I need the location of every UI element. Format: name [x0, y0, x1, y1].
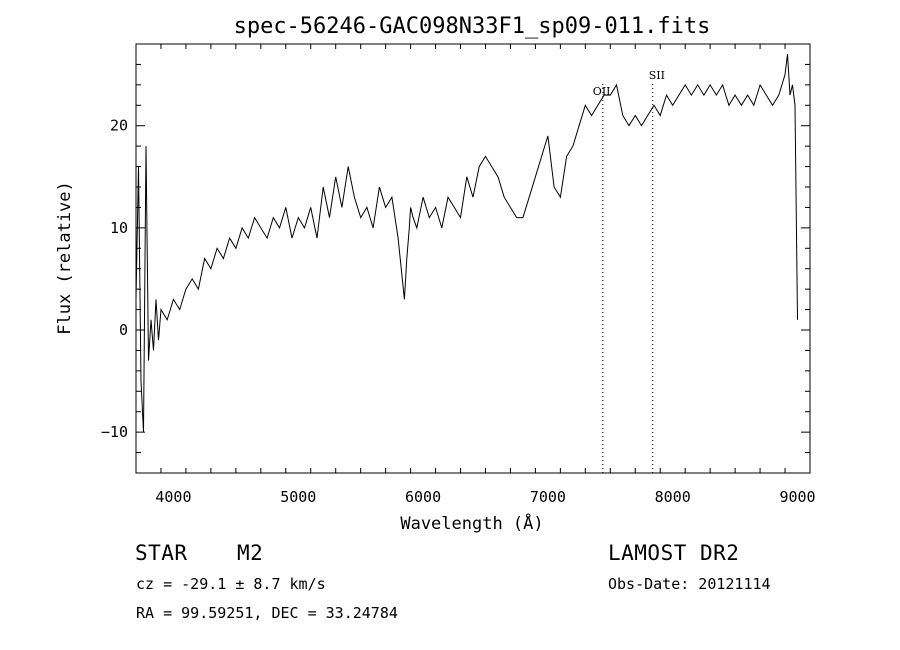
spectrum-line — [135, 54, 798, 433]
x-tick-label: 4000 — [155, 488, 191, 506]
survey-name: LAMOST DR2 — [608, 541, 740, 565]
line-markers: OII SII — [593, 69, 665, 473]
y-tick-label: 20 — [110, 117, 128, 135]
coordinates: RA = 99.59251, DEC = 33.24784 — [136, 604, 398, 622]
x-tick-label: 7000 — [530, 488, 566, 506]
y-tick-label: 0 — [119, 321, 128, 339]
y-tick-label: 10 — [110, 219, 128, 237]
axis-ticks: 4000 5000 6000 7000 8000 9000 −10 0 10 20 — [101, 43, 816, 506]
plot-frame — [135, 43, 811, 474]
x-tick-label: 5000 — [280, 488, 316, 506]
obs-date: Obs-Date: 20121114 — [608, 575, 771, 593]
chart-title: spec-56246-GAC098N33F1_sp09-011.fits — [234, 14, 711, 39]
y-axis-label: Flux (relative) — [55, 181, 75, 335]
object-type: STAR — [135, 541, 188, 565]
velocity-readout: cz = -29.1 ± 8.7 km/s — [136, 575, 326, 593]
x-axis-label: Wavelength (Å) — [400, 512, 543, 534]
annotation-label: OII — [593, 85, 611, 98]
x-tick-label: 6000 — [405, 488, 441, 506]
annotation-label: SII — [649, 69, 665, 82]
x-tick-label: 9000 — [779, 488, 815, 506]
y-tick-label: −10 — [101, 423, 128, 441]
spectral-subclass: M2 — [237, 541, 264, 565]
x-tick-label: 8000 — [655, 488, 691, 506]
